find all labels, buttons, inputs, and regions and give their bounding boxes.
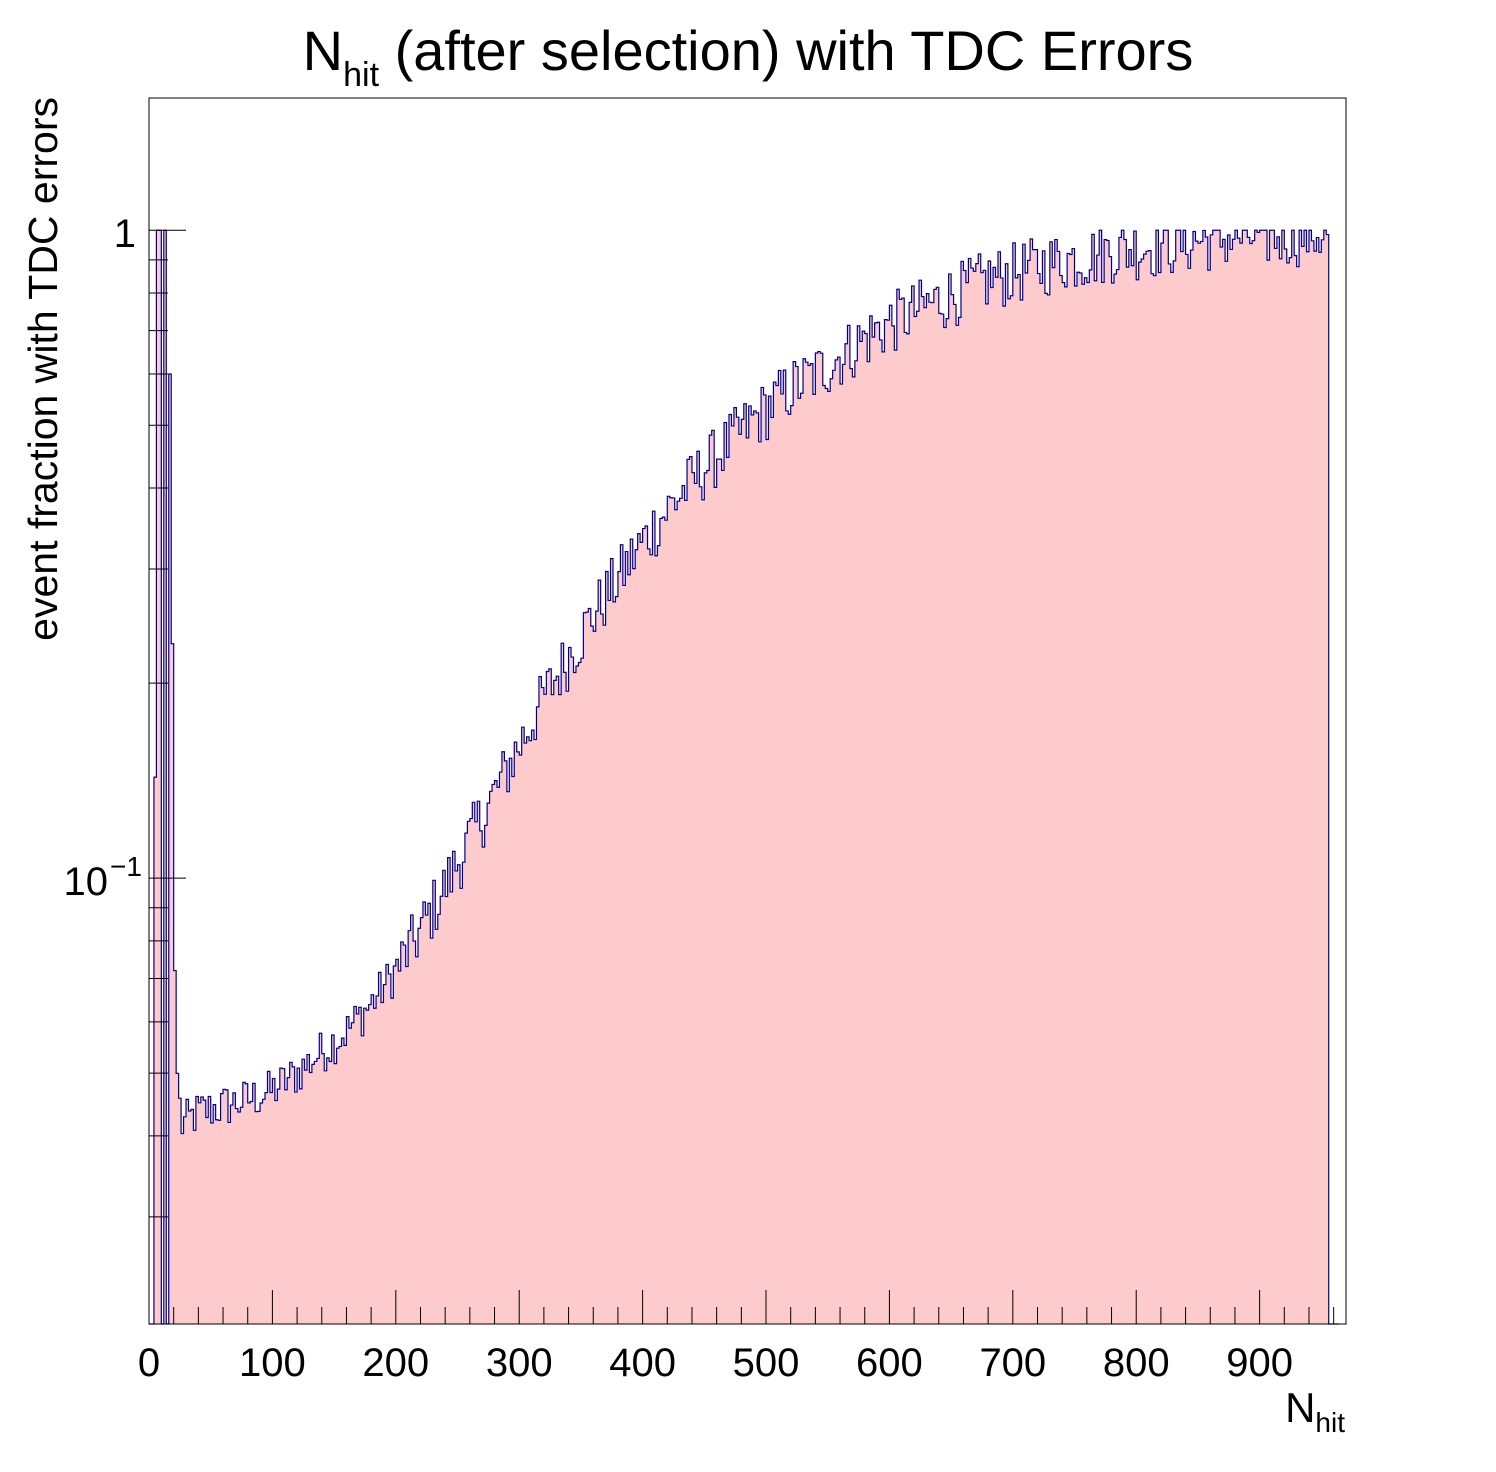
x-tick-label: 900: [1226, 1341, 1293, 1385]
x-tick-label: 400: [609, 1341, 676, 1385]
axes: 0 100 200 300 400 500 600 700 800 900 10 −1 1: [64, 212, 1335, 1385]
histogram-line: [149, 229, 1339, 1325]
x-tick-label: 300: [486, 1341, 553, 1385]
chart-title: Nhit (after selection) with TDC Errors: [303, 19, 1194, 94]
x-axis-label: Nhit: [1285, 1384, 1345, 1438]
x-tick-label: 100: [239, 1341, 306, 1385]
plot-frame: [148, 97, 1347, 1325]
histogram-fill: [149, 230, 1339, 1325]
y-axis-label: event fraction with TDC errors: [20, 97, 66, 641]
y-tick-label: 1: [114, 212, 136, 256]
y-tick-exponent: −1: [110, 851, 142, 882]
x-tick-label: 0: [138, 1341, 160, 1385]
x-tick-label: 200: [362, 1341, 429, 1385]
y-tick-label: 10: [64, 860, 109, 904]
x-tick-label: 600: [856, 1341, 923, 1385]
histogram-layer: [149, 229, 1339, 1325]
x-tick-label: 700: [979, 1341, 1046, 1385]
x-tick-label: 500: [733, 1341, 800, 1385]
x-tick-label: 800: [1103, 1341, 1170, 1385]
